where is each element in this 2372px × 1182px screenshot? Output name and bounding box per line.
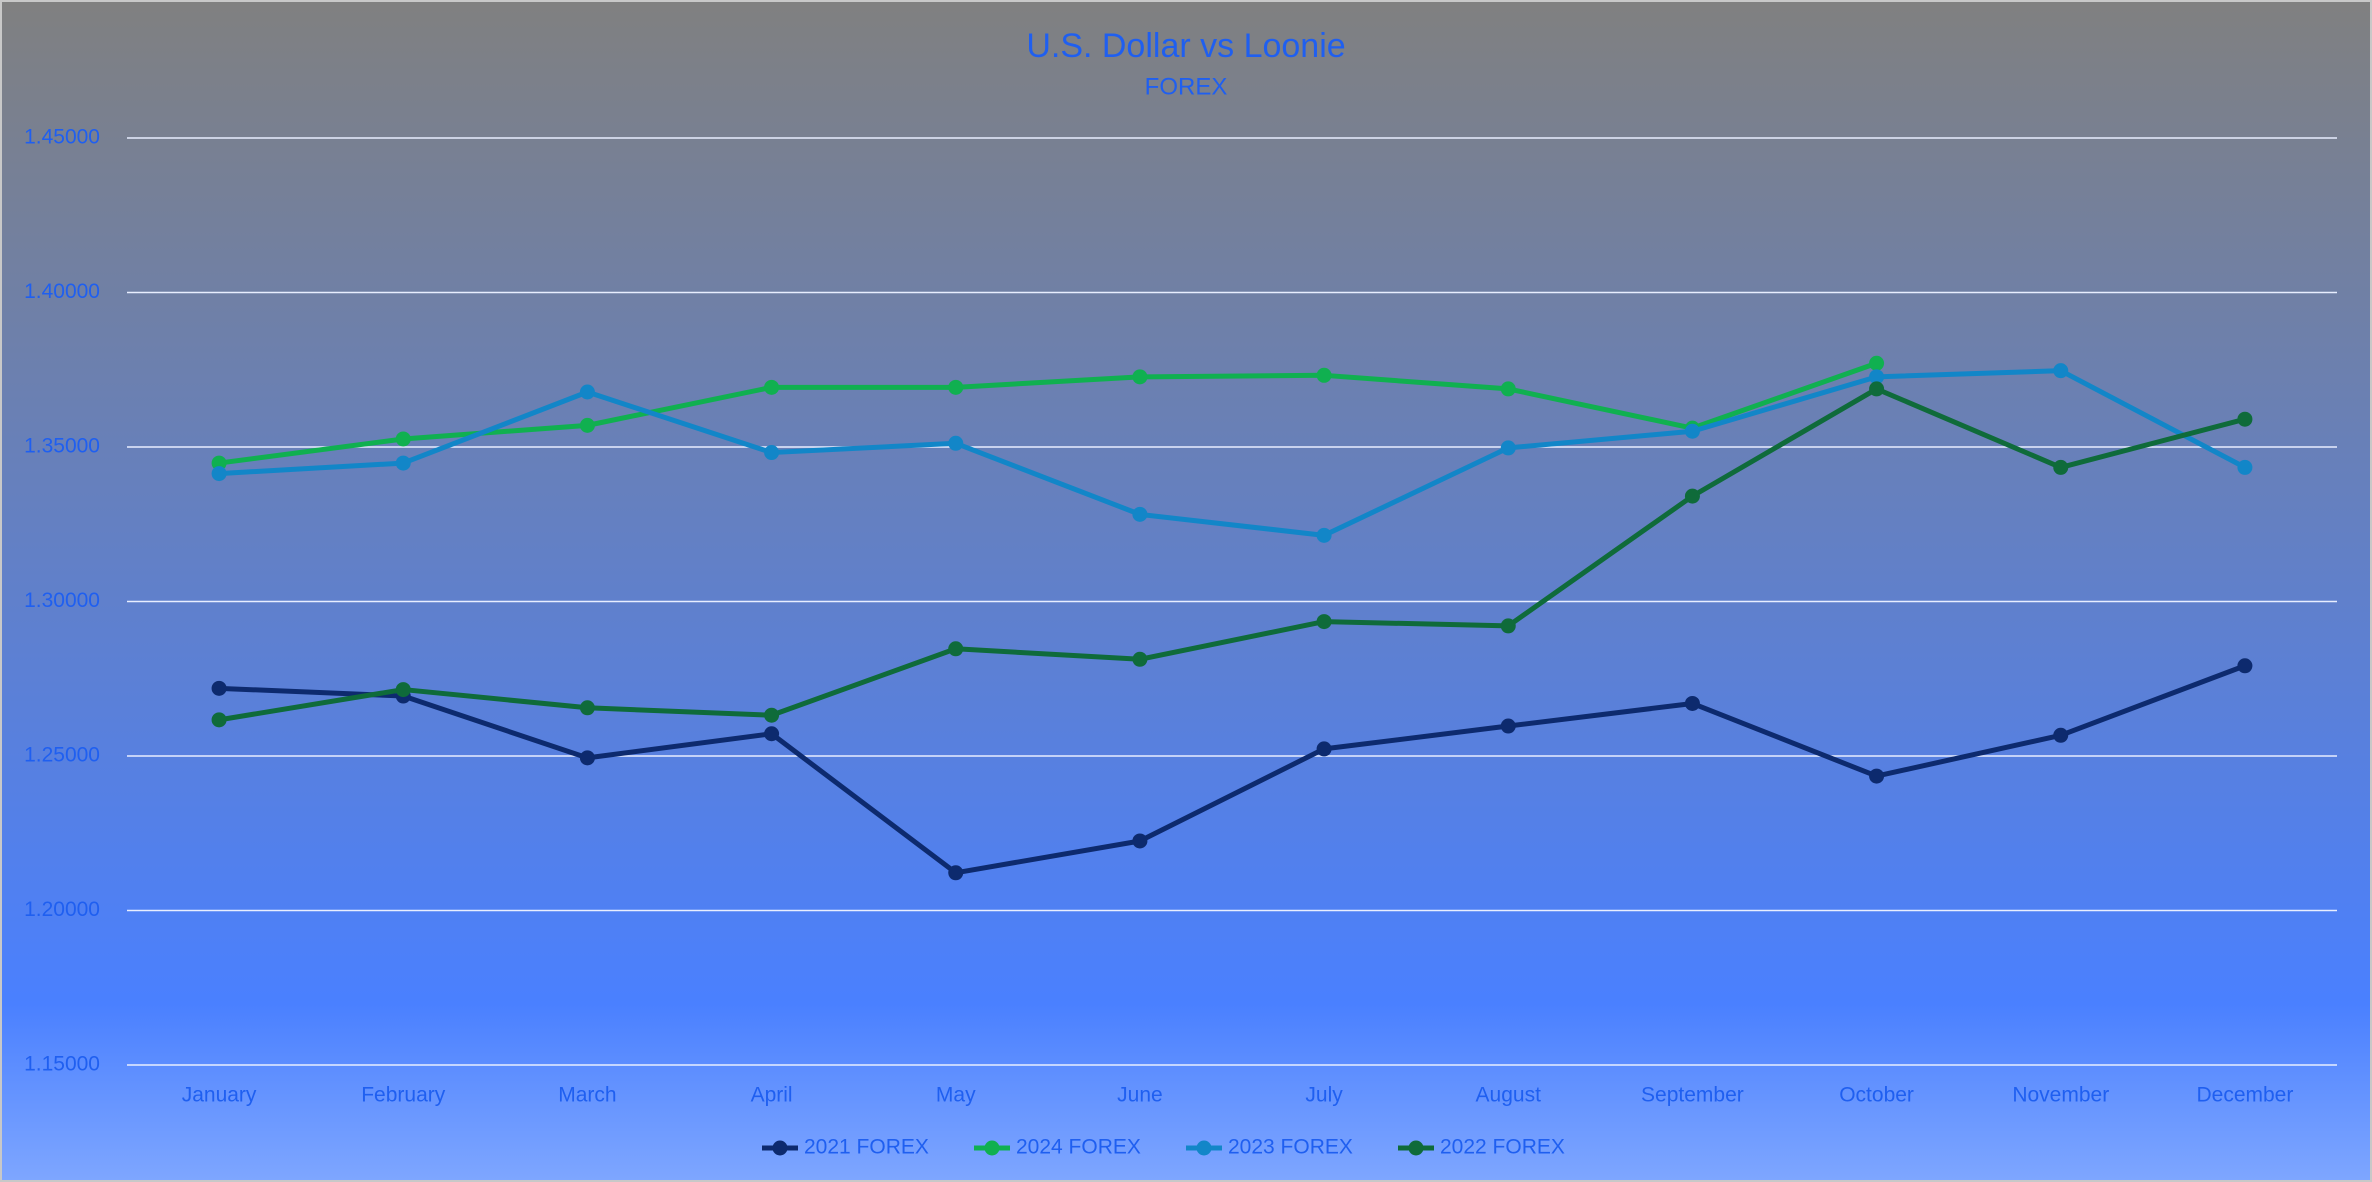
data-point <box>579 384 595 400</box>
data-point <box>1316 614 1332 630</box>
y-tick-label: 1.15000 <box>24 1053 100 1076</box>
x-tick-label: December <box>2196 1084 2293 1107</box>
x-tick-label: June <box>1117 1084 1163 1107</box>
x-tick-label: August <box>1476 1084 1542 1107</box>
data-point <box>1684 695 1700 711</box>
legend-marker <box>772 1140 788 1156</box>
data-point <box>211 466 227 482</box>
series-line <box>218 663 2246 876</box>
data-point <box>2053 727 2069 743</box>
x-tick-label: February <box>361 1084 446 1107</box>
data-point <box>1869 369 1885 385</box>
data-point <box>2053 363 2069 379</box>
data-point <box>1500 618 1516 634</box>
legend-label: 2024 FOREX <box>1016 1136 1141 1159</box>
legend-marker <box>984 1140 1000 1156</box>
data-point <box>2237 459 2253 475</box>
data-point <box>1316 527 1332 543</box>
data-point <box>1132 506 1148 522</box>
data-point <box>1684 423 1700 439</box>
legend-marker <box>1408 1140 1424 1156</box>
series-line <box>218 360 1878 466</box>
data-point <box>1316 741 1332 757</box>
data-point <box>948 435 964 451</box>
data-point <box>764 726 780 742</box>
data-point <box>948 379 964 395</box>
data-point <box>395 455 411 471</box>
series-line <box>218 386 2246 723</box>
data-point <box>1869 768 1885 784</box>
legend-label: 2022 FOREX <box>1440 1136 1565 1159</box>
legend-marker <box>1196 1140 1212 1156</box>
data-point <box>1500 381 1516 397</box>
data-point <box>1500 718 1516 734</box>
data-point <box>211 712 227 728</box>
data-point <box>764 707 780 723</box>
x-tick-label: November <box>2012 1084 2109 1107</box>
data-point <box>1132 369 1148 385</box>
data-point <box>211 455 227 471</box>
x-tick-label: March <box>558 1084 616 1107</box>
data-point <box>1869 381 1885 397</box>
data-point <box>2237 658 2253 674</box>
y-tick-label: 1.20000 <box>24 898 100 921</box>
y-tick-label: 1.25000 <box>24 744 100 767</box>
data-point <box>1132 833 1148 849</box>
y-tick-label: 1.45000 <box>24 126 100 149</box>
data-point <box>579 417 595 433</box>
y-tick-label: 1.35000 <box>24 435 100 458</box>
legend-label: 2023 FOREX <box>1228 1136 1353 1159</box>
legend-label: 2021 FOREX <box>804 1136 929 1159</box>
data-point <box>579 750 595 766</box>
data-point <box>395 682 411 698</box>
data-point <box>1316 367 1332 383</box>
x-tick-label: May <box>936 1084 976 1107</box>
data-point <box>1684 488 1700 504</box>
data-point <box>579 700 595 716</box>
data-point <box>1132 651 1148 667</box>
x-tick-label: January <box>182 1084 257 1107</box>
x-tick-label: September <box>1641 1084 1744 1107</box>
data-point <box>2053 459 2069 475</box>
data-point <box>764 445 780 461</box>
data-point <box>395 431 411 447</box>
data-point <box>2237 411 2253 427</box>
chart-subtitle: FOREX <box>1145 73 1228 100</box>
data-point <box>948 641 964 657</box>
data-point <box>948 865 964 881</box>
data-point <box>1869 355 1885 371</box>
x-tick-label: October <box>1839 1084 1914 1107</box>
x-tick-label: April <box>751 1084 793 1107</box>
data-point <box>211 680 227 696</box>
chart-title: U.S. Dollar vs Loonie <box>1026 27 1345 65</box>
y-tick-label: 1.30000 <box>24 589 100 612</box>
series-line <box>218 368 2247 538</box>
data-point <box>764 379 780 395</box>
data-point <box>1500 440 1516 456</box>
y-tick-label: 1.40000 <box>24 280 100 303</box>
x-tick-label: July <box>1305 1084 1343 1107</box>
